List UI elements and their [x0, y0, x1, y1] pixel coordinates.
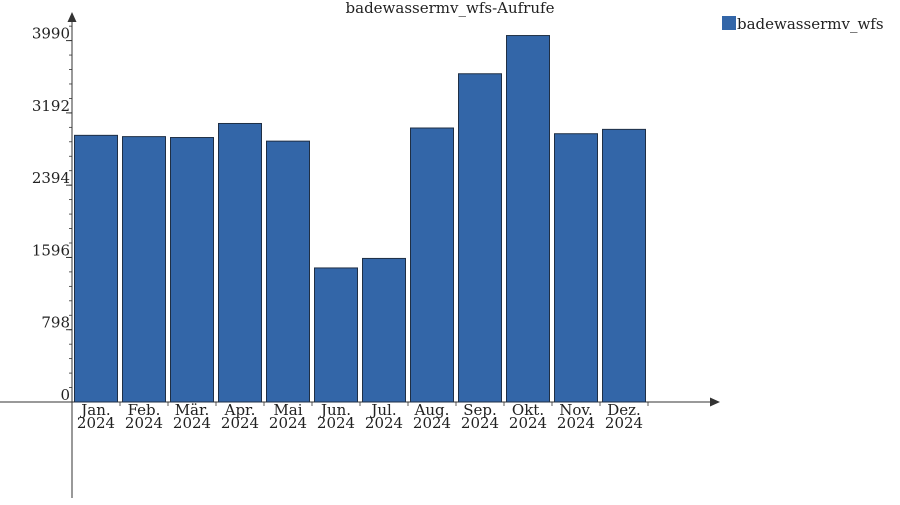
bar-aug [410, 127, 454, 403]
y-tick-label: 3192 [32, 97, 70, 115]
x-tick-label-month: Feb. [128, 401, 161, 419]
x-tick-label-month: Mär. [175, 401, 210, 419]
bar-jul [362, 257, 406, 403]
bars [74, 35, 646, 403]
bar-okt [506, 35, 550, 403]
y-tick-label: 798 [41, 314, 70, 332]
y-axis-arrow-icon [67, 12, 77, 22]
bar-feb [122, 136, 166, 403]
x-axis-arrow-icon [710, 397, 720, 407]
x-tick-label-year: 2024 [365, 414, 403, 432]
bar-nov [554, 133, 598, 403]
x-tick-label-year: 2024 [461, 414, 499, 432]
legend: badewassermv_wfs [722, 15, 884, 33]
x-tick-label-month: Apr. [224, 401, 256, 419]
x-tick-label-month: Jul. [369, 401, 396, 419]
chart-title: badewassermv_wfs-Aufrufe [346, 0, 555, 17]
x-tick-label-year: 2024 [557, 414, 595, 432]
x-tick-label-year: 2024 [269, 414, 307, 432]
x-tick-label-year: 2024 [77, 414, 115, 432]
legend-swatch [722, 16, 736, 30]
x-tick-label-month: Okt. [512, 401, 544, 419]
x-tick-label-month: Jun. [319, 401, 351, 419]
x-tick-label-year: 2024 [317, 414, 355, 432]
bar-jan [74, 134, 118, 403]
bar-mär [170, 137, 214, 403]
y-tick-label: 2394 [32, 169, 70, 187]
x-tick-labels: Jan.2024Feb.2024Mär.2024Apr.2024Mai2024J… [71, 401, 649, 432]
y-tick-label: 3990 [32, 25, 70, 43]
x-tick-label-month: Jan. [79, 401, 110, 419]
x-tick-label-year: 2024 [509, 414, 547, 432]
legend-label: badewassermv_wfs [737, 15, 884, 33]
x-tick-label-month: Aug. [414, 401, 450, 419]
bar-dez [602, 128, 646, 403]
x-tick-label-year: 2024 [173, 414, 211, 432]
x-tick-label-month: Nov. [559, 401, 593, 419]
bar-sep [458, 73, 502, 403]
y-tick-label: 0 [60, 386, 70, 404]
y-tick-label: 1596 [32, 241, 70, 259]
x-tick-label-year: 2024 [605, 414, 643, 432]
x-tick-label-year: 2024 [125, 414, 163, 432]
bar-apr [218, 122, 262, 403]
y-tick-labels: 0 798 1596 2394 3192 3990 [32, 25, 72, 404]
x-tick-label-month: Sep. [463, 401, 497, 419]
x-tick-label-year: 2024 [413, 414, 451, 432]
x-tick-label-month: Mai [273, 401, 302, 419]
x-tick-label-year: 2024 [221, 414, 259, 432]
x-tick-label-month: Dez. [607, 401, 641, 419]
bar-jun [314, 267, 358, 403]
bar-mai [266, 140, 310, 403]
